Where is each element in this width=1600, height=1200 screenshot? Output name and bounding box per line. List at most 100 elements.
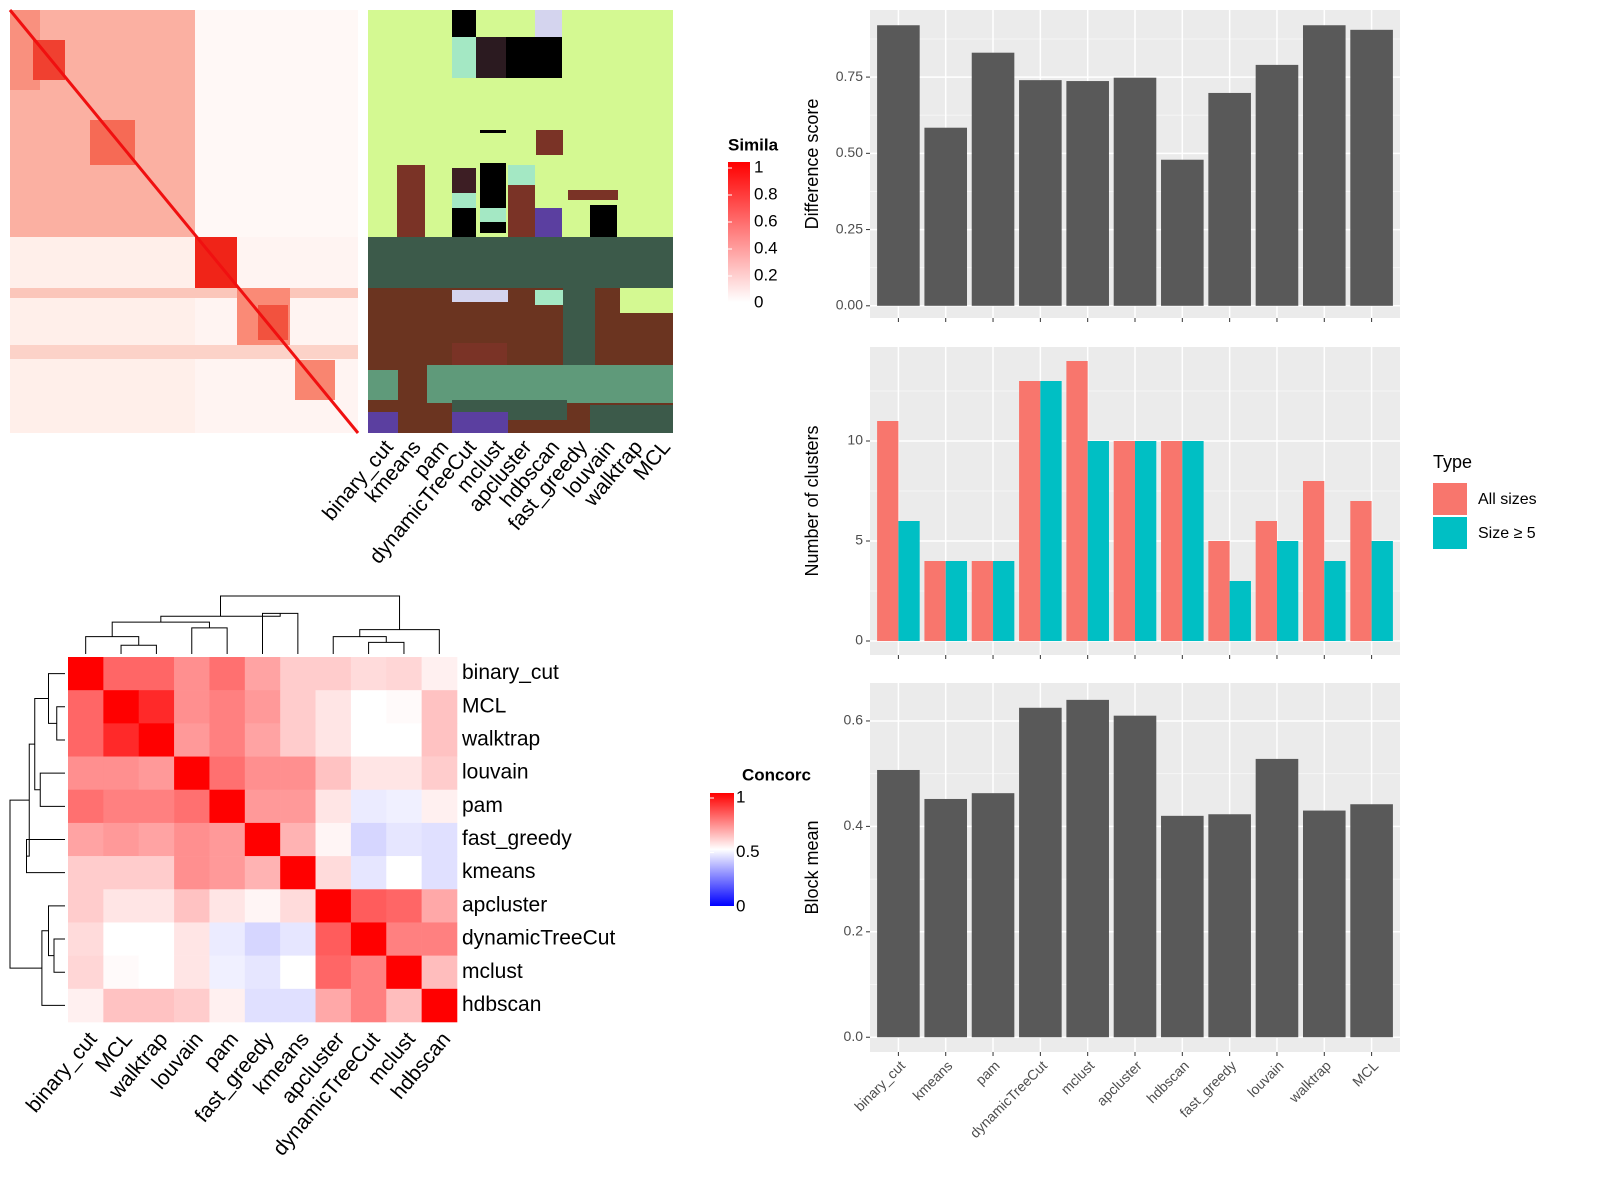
bar	[1350, 29, 1393, 306]
heatmap-cell	[138, 723, 175, 757]
heatmap-cell	[350, 657, 387, 691]
heatmap-cell	[68, 955, 104, 990]
dendrogram	[9, 799, 42, 969]
heatmap-cell	[280, 723, 316, 757]
heatmap-cell	[350, 856, 387, 890]
bar	[898, 521, 920, 641]
legend-tick-label: 0.2	[754, 265, 778, 284]
bar	[924, 561, 946, 641]
similarity-legend-bar	[728, 162, 750, 302]
heatmap-cell	[209, 955, 246, 990]
heatmap-cell	[68, 889, 104, 923]
y-tick-label: 0.00	[836, 297, 863, 313]
heatmap-cell	[138, 889, 175, 923]
heatmap-cell	[209, 657, 246, 691]
heatmap-cell	[244, 856, 281, 890]
heatmap-cell	[174, 856, 210, 890]
heatmap-cell	[421, 756, 458, 791]
bar	[1255, 521, 1277, 641]
heatmap-cell	[209, 690, 246, 724]
legend-tick-label: 0.8	[754, 184, 778, 203]
y-tick-label: 0.75	[836, 68, 863, 84]
bar	[1229, 581, 1251, 641]
row-label: kmeans	[462, 860, 536, 883]
legend-label: All sizes	[1478, 491, 1537, 508]
dendrogram	[120, 644, 157, 654]
heatmap-cell	[103, 690, 140, 724]
heatmap-cell	[421, 889, 458, 923]
x-tick-label: pam	[972, 1057, 1003, 1088]
heatmap-cell	[103, 889, 140, 923]
heatmap-cell	[386, 756, 422, 791]
heatmap-cell	[68, 822, 104, 857]
heatmap-cell	[421, 988, 458, 1023]
bar	[1019, 707, 1062, 1038]
bar	[971, 52, 1015, 306]
heatmap-cell	[421, 690, 458, 724]
y-tick-label: 0.25	[836, 220, 863, 236]
heatmap-cell	[174, 922, 210, 956]
heatmap-cell	[421, 922, 458, 956]
similarity-legend-title: Simila	[728, 135, 779, 154]
heatmap-cell	[103, 822, 140, 857]
heatmap-cell	[103, 922, 140, 956]
heatmap-cell	[209, 922, 246, 956]
y-tick-label: 0	[855, 632, 863, 648]
dendrogram	[56, 706, 65, 741]
concordance-legend-title: Concorc	[742, 765, 811, 784]
heatmap-cell	[421, 955, 458, 990]
heatmap-cell	[386, 789, 422, 824]
heatmap-cell	[174, 690, 210, 724]
column-label: binary_cut	[22, 1028, 102, 1117]
concordance-legend-bar	[710, 793, 734, 906]
heatmap-cell	[421, 822, 458, 857]
heatmap-cell	[68, 723, 104, 757]
heatmap-cell	[68, 657, 104, 691]
heatmap-cell	[386, 822, 422, 857]
bar	[1019, 80, 1062, 306]
row-label: apcluster	[462, 893, 547, 916]
row-label: MCL	[462, 694, 506, 717]
bar	[1161, 815, 1204, 1038]
heatmap-cell	[244, 657, 281, 691]
dendrogram	[368, 641, 405, 654]
heatmap-cell	[68, 856, 104, 890]
bar	[1371, 541, 1393, 641]
heatmap-cell	[68, 922, 104, 956]
bar	[1182, 441, 1204, 641]
y-tick-label: 0.50	[836, 144, 863, 160]
heatmap-cell	[209, 856, 246, 890]
heatmap-cell	[138, 988, 175, 1023]
bar	[1066, 361, 1088, 641]
x-tick-label: hdbscan	[1143, 1057, 1192, 1106]
heatmap-cell	[138, 690, 175, 724]
heatmap-cell	[209, 889, 246, 923]
bar	[877, 25, 920, 306]
x-tick-label: kmeans	[909, 1057, 955, 1103]
legend-key	[1433, 517, 1467, 549]
dendrogram	[220, 595, 401, 630]
bar	[1113, 77, 1157, 306]
heatmap-cell	[103, 988, 140, 1023]
heatmap-cell	[68, 988, 104, 1023]
bar	[1161, 441, 1183, 641]
y-axis-title: Number of clusters	[802, 425, 822, 576]
heatmap-cell	[421, 856, 458, 890]
legend-tick-label: 0.4	[754, 238, 778, 257]
heatmap-cell	[103, 657, 140, 691]
heatmap-cell	[280, 690, 316, 724]
heatmap-cell	[280, 789, 316, 824]
heatmap-cell	[209, 789, 246, 824]
heatmap-cell	[280, 922, 316, 956]
heatmap-cell	[315, 988, 352, 1023]
heatmap-cell	[280, 856, 316, 890]
x-tick-label: MCL	[1349, 1057, 1381, 1089]
bar	[1324, 561, 1346, 641]
heatmap-cell	[138, 789, 175, 824]
heatmap-cell	[174, 955, 210, 990]
heatmap-cell	[209, 822, 246, 857]
bar	[1161, 159, 1204, 306]
bar	[1208, 92, 1251, 306]
heatmap-cell	[315, 822, 352, 857]
